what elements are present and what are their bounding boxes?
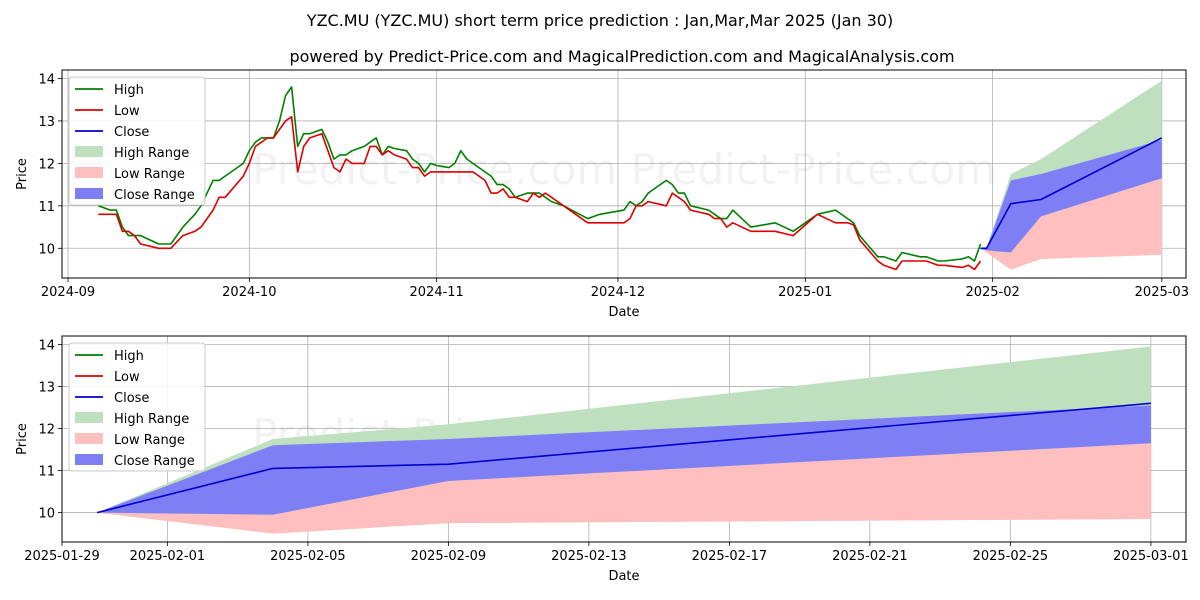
x-tick-label: 2025-02-09 bbox=[411, 549, 487, 564]
y-tick-label: 13 bbox=[38, 115, 55, 130]
legend-label: Low Range bbox=[114, 167, 185, 182]
x-tick-label: 2025-01 bbox=[778, 285, 832, 300]
plot-content bbox=[98, 80, 1163, 271]
y-tick-label: 14 bbox=[38, 72, 55, 87]
x-tick-label: 2024-10 bbox=[222, 285, 276, 300]
watermark: Predict-Price.com Predict-Price.com bbox=[252, 145, 996, 194]
legend-swatch bbox=[75, 454, 103, 465]
low-range-band bbox=[97, 443, 1151, 534]
legend-label: Close bbox=[114, 391, 149, 406]
x-axis-label: Date bbox=[608, 569, 639, 584]
y-tick-label: 13 bbox=[38, 380, 55, 395]
x-tick-label: 2025-02-25 bbox=[973, 549, 1049, 564]
x-tick-label: 2025-03-01 bbox=[1113, 549, 1189, 564]
legend-label: High bbox=[114, 83, 144, 98]
y-tick-label: 11 bbox=[38, 465, 55, 480]
x-axis-label: Date bbox=[608, 305, 639, 320]
legend-label: Close Range bbox=[114, 454, 195, 469]
x-tick-label: 2025-02 bbox=[965, 285, 1019, 300]
x-tick-label: 2024-12 bbox=[591, 285, 645, 300]
y-tick-label: 12 bbox=[38, 422, 55, 437]
y-tick-label: 10 bbox=[38, 507, 55, 522]
x-tick-label: 2024-09 bbox=[41, 285, 95, 300]
close-range-band bbox=[97, 405, 1151, 515]
x-tick-label: 2025-02-21 bbox=[832, 549, 908, 564]
y-tick-label: 11 bbox=[38, 200, 55, 215]
legend-label: Low Range bbox=[114, 433, 185, 448]
y-axis-label: Price bbox=[15, 423, 30, 455]
y-tick-label: 12 bbox=[38, 157, 55, 172]
low-range-band bbox=[980, 178, 1162, 270]
legend-label: High bbox=[114, 349, 144, 364]
legend-label: Close bbox=[114, 125, 149, 140]
panel-bottom: 2025-01-29 2025-02-01 2025-02-05 2025-02-09… bbox=[15, 335, 1189, 584]
legend-swatch bbox=[75, 188, 103, 199]
legend: High Low Close High Range Low Range Close Ran… bbox=[68, 342, 206, 472]
x-tick-label: 2025-03 bbox=[1135, 285, 1189, 300]
y-tick-label: 10 bbox=[38, 242, 55, 257]
x-tick-label: 2025-02-01 bbox=[130, 549, 206, 564]
legend-swatch bbox=[75, 146, 103, 157]
chart-subtitle: powered by Predict-Price.com and Magical… bbox=[289, 47, 954, 66]
x-tick-label: 2025-02-05 bbox=[270, 549, 346, 564]
x-tick-label: 2025-01-29 bbox=[24, 549, 100, 564]
chart-title: YZC.MU (YZC.MU) short term price predict… bbox=[306, 11, 893, 30]
legend-label: Low bbox=[114, 104, 140, 119]
low-line bbox=[98, 115, 982, 271]
legend-swatch bbox=[75, 412, 103, 423]
close-line bbox=[96, 402, 1151, 514]
x-tick-label: 2024-11 bbox=[410, 285, 464, 300]
legend-swatch bbox=[75, 167, 103, 178]
legend-label: Close Range bbox=[114, 188, 195, 203]
close-range-band bbox=[980, 140, 1162, 253]
legend-swatch bbox=[75, 433, 103, 444]
panel-top: 2024-09 2024-10 2024-11 2024-12 2025-01 2025-… bbox=[15, 69, 1189, 320]
y-axis-label: Price bbox=[15, 158, 30, 190]
plot-frame bbox=[61, 69, 1187, 279]
close-line bbox=[980, 137, 1163, 250]
legend-label: Low bbox=[114, 370, 140, 385]
legend: High Low Close High Range Low Range Close Ran… bbox=[68, 76, 206, 206]
plot-content bbox=[96, 346, 1151, 534]
x-tick-label: 2025-02-13 bbox=[551, 549, 627, 564]
plot-frame bbox=[61, 335, 1187, 543]
y-tick-label: 14 bbox=[38, 338, 55, 353]
legend-label: High Range bbox=[114, 146, 189, 161]
high-line bbox=[98, 86, 982, 262]
x-tick-label: 2025-02-17 bbox=[692, 549, 768, 564]
legend-label: High Range bbox=[114, 412, 189, 427]
